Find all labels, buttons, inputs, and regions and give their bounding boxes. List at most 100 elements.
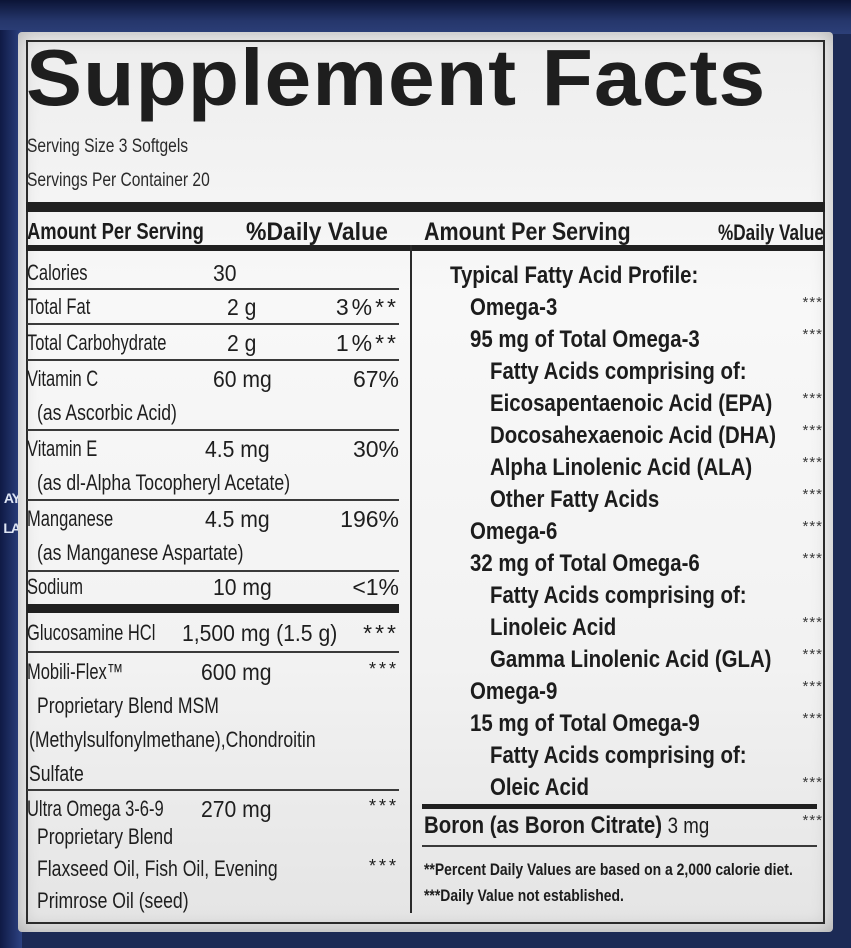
bottle-side: AY LA — [0, 30, 22, 948]
divider-thick — [422, 804, 817, 809]
fatty-acid-dv: *** — [802, 518, 823, 535]
nutrient-amount: 2 g — [227, 294, 257, 320]
ingredient-name: Ultra Omega 3-6-9 — [27, 796, 164, 821]
nutrient-dv: 196% — [340, 506, 399, 532]
ingredient-amount: 1,500 mg (1.5 g) — [182, 620, 338, 646]
blend-description: Proprietary Blend — [37, 824, 173, 849]
blend-description: Primrose Oil (seed) — [37, 888, 189, 913]
left-header-amount: Amount Per Serving — [27, 218, 204, 244]
row-divider — [27, 429, 399, 431]
nutrient-source: (as Ascorbic Acid) — [37, 400, 177, 425]
nutrient-amount: 4.5 mg — [205, 506, 270, 532]
column-divider — [410, 245, 412, 913]
ingredient-name: Glucosamine HCl — [27, 620, 156, 645]
fatty-acid-line: Oleic Acid — [490, 774, 590, 801]
row-divider — [27, 789, 399, 791]
nutrient-amount: 2 g — [227, 330, 257, 356]
nutrient-amount: 4.5 mg — [205, 436, 270, 462]
ingredient-amount: 600 mg — [201, 659, 272, 685]
fatty-acid-line: Omega-3 — [470, 294, 558, 321]
blend-description: Proprietary Blend MSM — [37, 693, 219, 718]
row-divider — [27, 499, 399, 501]
boron-row: Boron (as Boron Citrate) 3 mg — [424, 812, 709, 840]
boron-dv: *** — [802, 812, 823, 829]
label-frame — [26, 40, 825, 924]
fatty-acid-line: Linoleic Acid — [490, 614, 617, 641]
ingredient-amount: 270 mg — [201, 796, 272, 822]
fatty-acid-dv: *** — [802, 550, 823, 567]
fatty-acid-dv: *** — [802, 422, 823, 439]
right-header-dv: %Daily Value — [718, 220, 824, 245]
page-title: Supplement Facts — [26, 33, 767, 122]
fatty-acid-dv: *** — [802, 614, 823, 631]
row-divider — [27, 359, 399, 361]
fatty-acid-dv: *** — [802, 774, 823, 791]
boron-amount: 3 mg — [667, 813, 710, 838]
ingredient-dv: *** — [363, 620, 399, 646]
nutrient-name: Vitamin E — [27, 436, 98, 461]
divider-header — [26, 245, 825, 251]
ingredient-dv: *** — [368, 659, 399, 679]
nutrient-amount: 30 — [213, 260, 237, 286]
fatty-acid-dv: *** — [802, 326, 823, 343]
left-header-dv: %Daily Value — [246, 218, 388, 246]
nutrient-dv: 1%** — [335, 330, 399, 356]
nutrient-dv: 3%** — [335, 294, 399, 320]
nutrient-source: (as Manganese Aspartate) — [37, 540, 244, 565]
fatty-acid-line: Omega-6 — [470, 518, 558, 545]
row-divider — [27, 288, 399, 290]
nutrient-dv: <1% — [352, 574, 399, 600]
nutrient-amount: 10 mg — [213, 574, 272, 600]
fatty-acid-dv: *** — [802, 294, 823, 311]
nutrient-source: (as dl-Alpha Tocopheryl Acetate) — [37, 470, 291, 495]
nutrient-name: Total Fat — [27, 294, 91, 319]
fatty-acid-dv: *** — [802, 454, 823, 471]
row-divider — [27, 570, 399, 572]
fatty-acid-line: Omega-9 — [470, 678, 558, 705]
fatty-acid-line: 95 mg of Total Omega-3 — [470, 326, 700, 353]
footnote-daily-values: **Percent Daily Values are based on a 2,… — [424, 860, 793, 879]
nutrient-amount: 60 mg — [213, 366, 272, 392]
ingredient-dv: *** — [368, 796, 399, 816]
fatty-acid-dv: *** — [802, 710, 823, 727]
fatty-acid-dv: *** — [802, 678, 823, 695]
nutrient-name: Calories — [27, 260, 88, 285]
nutrient-name: Vitamin C — [27, 366, 99, 391]
serving-size: Serving Size 3 Softgels — [27, 136, 189, 157]
fatty-acid-line: 15 mg of Total Omega-9 — [470, 710, 700, 737]
footnote-not-established: ***Daily Value not established. — [424, 886, 624, 905]
blend-description: Sulfate — [29, 761, 84, 786]
divider-thick — [26, 202, 825, 212]
ingredient-name: Mobili-Flex™ — [27, 659, 124, 684]
fatty-acid-line: Fatty Acids comprising of: — [490, 582, 747, 609]
fatty-acid-dv: *** — [802, 486, 823, 503]
divider-thick — [27, 604, 399, 613]
fatty-acid-line: Eicosapentaenoic Acid (EPA) — [490, 390, 773, 417]
ingredient-dv: *** — [368, 856, 399, 876]
bottle-cap-edge — [0, 0, 851, 34]
bottle-text-fragment: AY — [3, 490, 21, 506]
right-header-amount: Amount Per Serving — [424, 218, 631, 246]
nutrient-name: Sodium — [27, 574, 83, 599]
fatty-acid-line: Typical Fatty Acid Profile: — [450, 262, 699, 289]
blend-description: Flaxseed Oil, Fish Oil, Evening — [37, 856, 278, 881]
fatty-acid-dv: *** — [802, 390, 823, 407]
nutrient-dv: 67% — [352, 366, 399, 392]
row-divider — [27, 323, 399, 325]
blend-description: (Methylsulfonylmethane),Chondroitin — [29, 727, 316, 752]
row-divider — [27, 651, 399, 653]
boron-name: Boron (as Boron Citrate) — [424, 812, 663, 839]
nutrient-name: Total Carbohydrate — [27, 330, 167, 355]
fatty-acid-line: 32 mg of Total Omega-6 — [470, 550, 700, 577]
fatty-acid-line: Alpha Linolenic Acid (ALA) — [490, 454, 753, 481]
fatty-acid-line: Docosahexaenoic Acid (DHA) — [490, 422, 777, 449]
fatty-acid-dv: *** — [802, 646, 823, 663]
row-divider — [422, 845, 817, 847]
fatty-acid-line: Fatty Acids comprising of: — [490, 742, 747, 769]
fatty-acid-line: Fatty Acids comprising of: — [490, 358, 747, 385]
nutrient-name: Manganese — [27, 506, 114, 531]
servings-per-container: Servings Per Container 20 — [27, 170, 210, 191]
nutrient-dv: 30% — [352, 436, 399, 462]
fatty-acid-line: Other Fatty Acids — [490, 486, 660, 513]
fatty-acid-line: Gamma Linolenic Acid (GLA) — [490, 646, 772, 673]
